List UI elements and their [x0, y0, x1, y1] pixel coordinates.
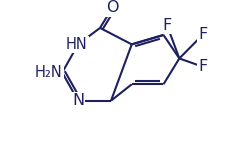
- Text: HN: HN: [66, 37, 88, 52]
- Text: O: O: [106, 0, 119, 15]
- Text: F: F: [198, 59, 207, 74]
- Text: N: N: [72, 93, 84, 108]
- Text: H₂N: H₂N: [35, 65, 63, 80]
- Text: F: F: [163, 18, 172, 33]
- Text: F: F: [198, 27, 207, 42]
